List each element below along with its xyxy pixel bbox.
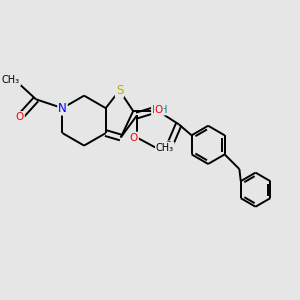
Text: O: O	[155, 105, 163, 115]
Text: O: O	[16, 112, 24, 122]
Text: S: S	[116, 84, 123, 97]
Text: O: O	[164, 141, 172, 151]
Text: CH₃: CH₃	[2, 75, 20, 85]
Text: N: N	[58, 102, 67, 115]
Text: CH₃: CH₃	[156, 143, 174, 153]
Text: NH: NH	[152, 105, 167, 115]
Text: O: O	[130, 133, 138, 142]
